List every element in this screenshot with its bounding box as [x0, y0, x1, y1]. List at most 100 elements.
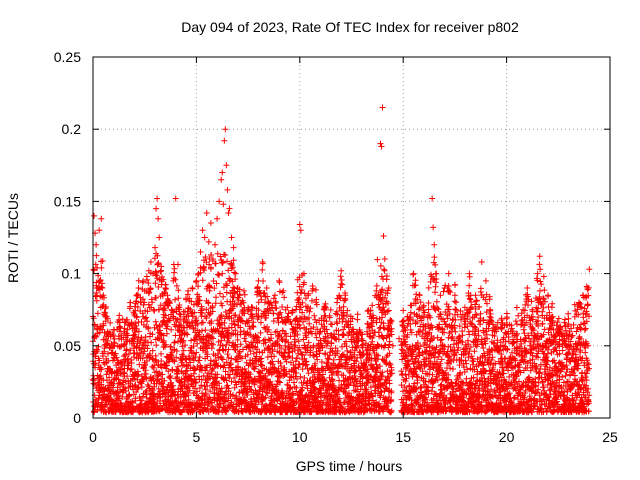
- data-point-bulk: [122, 385, 129, 392]
- data-point-bulk: [242, 378, 249, 385]
- data-point-bulk: [146, 289, 153, 296]
- data-point-bulk: [292, 358, 299, 365]
- data-point-bulk: [205, 300, 212, 307]
- data-point-bulk: [136, 394, 143, 401]
- data-point-bulk: [128, 366, 135, 373]
- data-point-bulk: [223, 408, 230, 415]
- data-point-bulk: [133, 298, 140, 305]
- data-point-bulk: [153, 322, 160, 329]
- data-point-bulk: [244, 351, 251, 358]
- data-point-bulk: [311, 385, 318, 392]
- data-point-bulk: [91, 267, 98, 274]
- data-point-bulk: [186, 387, 193, 394]
- data-point-bulk: [124, 326, 131, 333]
- data-point-bulk: [278, 345, 285, 352]
- data-point-bulk: [155, 260, 162, 267]
- data-point-bulk: [192, 379, 199, 386]
- data-point-bulk: [171, 358, 178, 365]
- data-point-bulk: [96, 357, 103, 364]
- data-point-bulk: [207, 264, 214, 271]
- data-point-bulk: [218, 312, 225, 319]
- data-point-bulk: [119, 316, 126, 323]
- data-point-bulk: [252, 387, 259, 394]
- data-point-bulk: [301, 375, 308, 382]
- data-point-bulk: [100, 322, 107, 329]
- data-point-bulk: [144, 318, 151, 325]
- data-point-bulk: [245, 317, 252, 324]
- data-point-bulk: [131, 375, 138, 382]
- data-point-bulk: [102, 303, 109, 310]
- data-point-bulk: [219, 302, 226, 309]
- data-point-bulk: [258, 313, 265, 320]
- data-point-bulk: [115, 376, 122, 383]
- data-point-bulk: [138, 318, 145, 325]
- data-point-bulk: [273, 305, 280, 312]
- data-point-bulk: [238, 317, 245, 324]
- data-point-bulk: [303, 334, 310, 341]
- data-point-bulk: [220, 284, 227, 291]
- data-point-bulk: [222, 251, 229, 258]
- data-point-bulk: [143, 314, 150, 321]
- data-point-bulk: [132, 395, 139, 402]
- data-point-bulk: [255, 299, 262, 306]
- data-point-bulk: [300, 336, 307, 343]
- data-point-bulk: [298, 289, 305, 296]
- data-point-bulk: [281, 294, 288, 301]
- data-point-bulk: [99, 353, 106, 360]
- data-point-bulk: [195, 283, 202, 290]
- data-point-bulk: [305, 370, 312, 377]
- data-point-bulk: [188, 298, 195, 305]
- data-point-bulk: [272, 298, 279, 305]
- data-point-bulk: [312, 316, 319, 323]
- data-point-bulk: [224, 282, 231, 289]
- data-point-bulk: [204, 353, 211, 360]
- data-point-bulk: [261, 395, 268, 402]
- data-point-bulk: [93, 292, 100, 299]
- data-point-bulk: [217, 363, 224, 370]
- data-point-bulk: [151, 255, 158, 262]
- data-point-bulk: [323, 326, 330, 333]
- data-point-bulk: [234, 343, 241, 350]
- data-point-bulk: [169, 382, 176, 389]
- data-point-bulk: [110, 332, 117, 339]
- data-point-bulk: [122, 378, 129, 385]
- data-point-bulk: [193, 317, 200, 324]
- data-point-bulk: [204, 383, 211, 390]
- data-point-bulk: [139, 393, 146, 400]
- data-point-bulk: [278, 362, 285, 369]
- data-point-bulk: [172, 375, 179, 382]
- data-point-bulk: [211, 285, 218, 292]
- data-point-bulk: [207, 396, 214, 403]
- data-point-bulk: [313, 301, 320, 308]
- data-point-bulk: [234, 336, 241, 343]
- data-point-bulk: [326, 314, 333, 321]
- data-point-bulk: [157, 302, 164, 309]
- data-point-bulk: [286, 349, 293, 356]
- data-point-bulk: [218, 337, 225, 344]
- data-point-bulk: [177, 311, 184, 318]
- data-point-bulk: [183, 319, 190, 326]
- data-point-bulk: [328, 339, 335, 346]
- data-point-bulk: [131, 383, 138, 390]
- data-point-bulk: [224, 382, 231, 389]
- data-point-bulk: [276, 310, 283, 317]
- data-point-bulk: [182, 393, 189, 400]
- data-point-bulk: [128, 359, 135, 366]
- data-point-bulk: [299, 299, 306, 306]
- data-point-bulk: [261, 299, 268, 306]
- data-point-bulk: [99, 258, 106, 265]
- data-point-bulk: [315, 398, 322, 405]
- data-point-bulk: [310, 379, 317, 386]
- data-point-bulk: [139, 355, 146, 362]
- data-point-bulk: [319, 344, 326, 351]
- data-point-bulk: [277, 309, 284, 316]
- data-point-bulk: [110, 343, 117, 350]
- data-point-bulk: [208, 318, 215, 325]
- data-point-bulk: [189, 313, 196, 320]
- data-point-bulk: [212, 300, 219, 307]
- data-point-bulk: [225, 346, 232, 353]
- data-point-bulk: [154, 252, 161, 259]
- data-point-bulk: [138, 384, 145, 391]
- data-point-bulk: [258, 355, 265, 362]
- data-point-bulk: [201, 267, 208, 274]
